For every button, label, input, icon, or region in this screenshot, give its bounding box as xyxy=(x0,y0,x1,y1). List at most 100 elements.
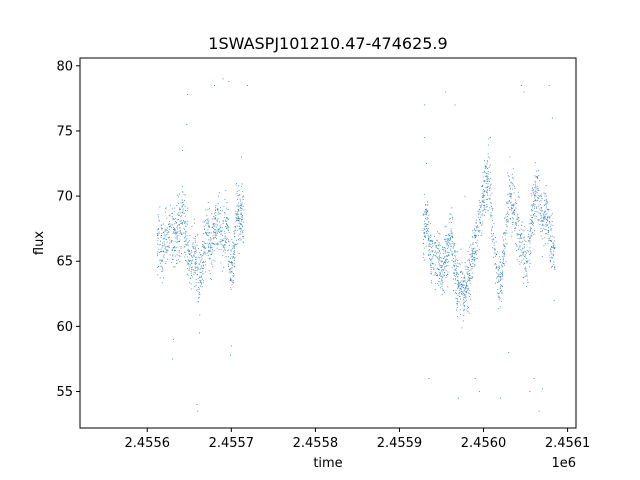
data-point xyxy=(240,206,242,208)
data-point xyxy=(457,273,459,275)
data-point xyxy=(465,268,467,270)
data-point xyxy=(158,266,160,267)
data-point xyxy=(537,176,538,178)
data-point xyxy=(174,266,176,268)
data-point xyxy=(424,211,426,213)
data-point xyxy=(543,221,545,223)
data-point xyxy=(539,224,541,226)
data-point xyxy=(436,256,438,258)
data-point xyxy=(212,266,214,268)
data-point xyxy=(453,289,455,291)
data-point xyxy=(225,219,226,221)
data-point xyxy=(235,240,237,242)
data-point xyxy=(532,190,534,192)
data-point xyxy=(548,227,550,228)
data-point xyxy=(195,249,197,251)
data-point xyxy=(200,279,202,281)
data-point xyxy=(211,227,213,229)
data-point xyxy=(475,254,477,256)
data-point xyxy=(206,215,208,217)
data-point xyxy=(479,222,481,224)
data-point xyxy=(170,227,172,229)
data-point xyxy=(222,239,224,241)
data-point xyxy=(512,203,514,205)
data-point xyxy=(176,241,178,243)
data-point xyxy=(238,218,240,220)
data-point xyxy=(548,216,550,218)
data-point xyxy=(202,221,204,223)
data-point xyxy=(182,202,184,204)
data-point xyxy=(516,215,518,217)
data-point xyxy=(187,94,189,95)
data-point xyxy=(547,233,549,235)
data-point xyxy=(548,230,550,231)
data-point xyxy=(198,263,200,265)
data-point xyxy=(185,225,187,227)
data-point xyxy=(503,260,504,262)
data-point xyxy=(168,247,170,248)
data-point xyxy=(432,266,434,268)
data-point xyxy=(554,266,556,268)
data-point xyxy=(445,259,447,261)
data-point xyxy=(521,233,523,235)
data-point xyxy=(514,199,516,201)
data-point xyxy=(175,232,177,234)
data-point xyxy=(441,257,443,259)
data-point xyxy=(487,153,489,155)
data-point xyxy=(161,246,163,248)
data-point xyxy=(188,269,190,271)
data-point xyxy=(157,274,159,276)
data-point xyxy=(233,265,235,267)
data-point xyxy=(517,217,519,219)
data-point xyxy=(215,224,217,226)
data-point xyxy=(543,245,545,247)
data-point xyxy=(242,195,244,197)
data-point xyxy=(554,267,556,269)
data-point xyxy=(447,246,449,248)
data-point xyxy=(213,250,215,252)
data-point xyxy=(484,167,486,169)
data-point xyxy=(203,221,205,223)
data-point xyxy=(220,248,222,250)
data-point xyxy=(506,221,508,223)
data-point xyxy=(521,224,523,226)
data-point xyxy=(545,198,547,200)
data-point xyxy=(480,206,482,208)
data-point xyxy=(231,262,233,263)
data-point xyxy=(519,246,521,248)
data-point xyxy=(424,218,426,219)
data-point xyxy=(180,246,182,248)
data-point xyxy=(548,238,550,240)
data-point xyxy=(178,252,180,254)
data-point xyxy=(505,232,507,234)
data-point xyxy=(485,166,487,168)
data-point xyxy=(464,195,466,197)
data-point xyxy=(515,223,517,225)
data-point xyxy=(483,207,485,209)
data-point xyxy=(181,186,183,187)
data-point xyxy=(238,216,240,218)
data-point xyxy=(177,235,179,236)
data-point xyxy=(449,237,451,239)
data-point xyxy=(202,245,204,246)
data-point xyxy=(529,391,531,393)
data-point xyxy=(209,273,211,275)
data-point xyxy=(542,220,544,222)
data-point xyxy=(547,231,549,233)
data-point xyxy=(484,191,486,193)
data-point xyxy=(535,216,537,218)
data-point xyxy=(195,285,197,287)
data-point xyxy=(461,284,463,286)
data-point xyxy=(441,293,443,295)
data-point xyxy=(500,286,501,288)
data-point xyxy=(456,279,458,281)
data-point xyxy=(241,183,243,185)
data-point xyxy=(443,275,445,277)
data-point xyxy=(212,234,214,236)
data-point xyxy=(480,205,482,207)
data-point xyxy=(521,255,522,257)
data-point xyxy=(538,208,540,210)
data-point xyxy=(523,244,525,245)
data-point xyxy=(484,172,486,174)
data-point xyxy=(433,268,435,270)
